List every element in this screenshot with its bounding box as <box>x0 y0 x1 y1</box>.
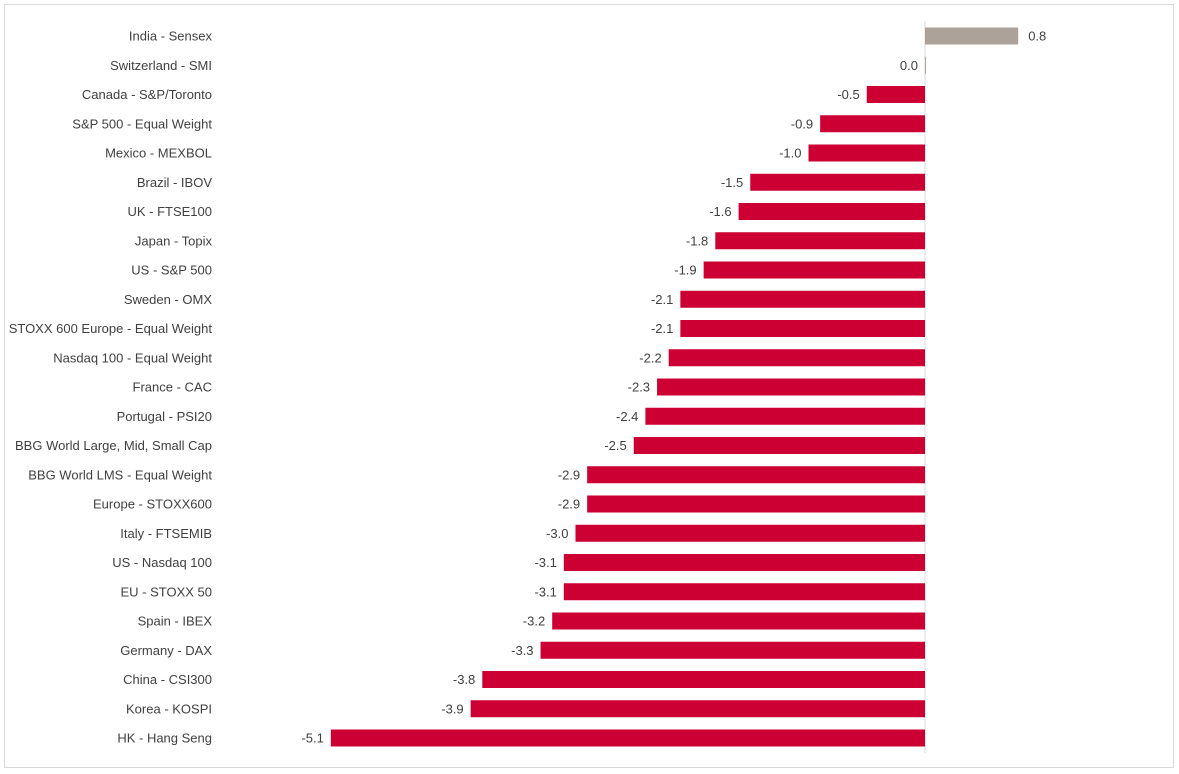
category-label: Italy - FTSEMIB <box>120 526 212 541</box>
category-label: STOXX 600 Europe - Equal Weight <box>9 321 213 336</box>
category-label: HK - Hang Seng <box>117 731 212 746</box>
value-label: -3.3 <box>511 643 533 658</box>
category-label: China - CSI300 <box>123 672 212 687</box>
category-label: Brazil - IBOV <box>137 175 212 190</box>
category-label: Nasdaq 100 - Equal Weight <box>53 350 212 365</box>
value-label: -2.9 <box>558 467 580 482</box>
bar <box>808 144 925 162</box>
category-label: Canada - S&P/Toronto <box>82 87 212 102</box>
category-label: India - Sensex <box>129 29 213 44</box>
bar <box>470 700 925 718</box>
value-label: -1.6 <box>709 204 731 219</box>
bar <box>330 729 926 747</box>
bar <box>668 349 925 367</box>
category-label: Mexico - MEXBOL <box>105 146 212 161</box>
value-label: -2.5 <box>604 438 626 453</box>
category-label: Portugal - PSI20 <box>117 409 212 424</box>
value-label: -3.1 <box>534 555 556 570</box>
category-label: UK - FTSE100 <box>127 204 212 219</box>
category-label: EU - STOXX 50 <box>120 584 212 599</box>
category-label: Korea - KOSPI <box>126 701 212 716</box>
value-label: -2.3 <box>628 380 650 395</box>
value-label: 0.0 <box>900 58 918 73</box>
value-label: -2.1 <box>651 292 673 307</box>
bar <box>680 290 925 308</box>
bar <box>575 524 925 542</box>
bar <box>738 203 925 220</box>
value-label: -3.1 <box>534 584 556 599</box>
category-label: Europe - STOXX600 <box>93 497 212 512</box>
value-label: -1.8 <box>686 233 708 248</box>
category-label: France - CAC <box>133 380 212 395</box>
bar <box>633 437 925 454</box>
value-label: -1.5 <box>721 175 743 190</box>
bar <box>552 612 925 630</box>
bar <box>680 320 925 337</box>
value-label: -3.8 <box>453 672 475 687</box>
bar <box>657 378 925 396</box>
value-label: -3.2 <box>523 614 545 629</box>
bar <box>482 671 925 688</box>
value-label: -2.2 <box>639 350 661 365</box>
value-label: 0.8 <box>1028 29 1046 44</box>
chart-frame: India - Sensex 0.8 Switzerland - SMI 0.0 Can… <box>4 4 1174 768</box>
bar <box>750 173 925 191</box>
bar <box>820 115 925 133</box>
category-label: BBG World Large, Mid, Small Cap <box>15 438 212 453</box>
value-label: -3.0 <box>546 526 568 541</box>
value-label: -1.0 <box>779 146 801 161</box>
bar <box>866 86 925 103</box>
value-label: -1.9 <box>674 263 696 278</box>
category-label: Switzerland - SMI <box>110 58 212 73</box>
value-label: -0.9 <box>791 116 813 131</box>
value-label: -5.1 <box>301 731 323 746</box>
value-label: -2.4 <box>616 409 638 424</box>
value-label: -3.9 <box>441 701 463 716</box>
category-label: Japan - Topix <box>135 233 213 248</box>
value-label: -2.9 <box>558 497 580 512</box>
bar <box>703 261 925 279</box>
category-label: US - Nasdaq 100 <box>112 555 212 570</box>
bar <box>587 495 925 513</box>
category-label: BBG World LMS - Equal Weight <box>28 467 212 482</box>
bar <box>715 232 925 250</box>
bar <box>540 641 925 659</box>
bar <box>645 407 925 425</box>
value-label: -0.5 <box>837 87 859 102</box>
bar <box>925 27 1019 45</box>
value-label: -2.1 <box>651 321 673 336</box>
bar <box>925 56 926 74</box>
bar <box>563 554 925 571</box>
bar <box>587 466 925 484</box>
category-label: S&P 500 - Equal Weight <box>72 116 212 131</box>
category-label: Spain - IBEX <box>138 614 213 629</box>
category-label: Germany - DAX <box>120 643 212 658</box>
bar <box>563 583 925 601</box>
category-label: Sweden - OMX <box>124 292 212 307</box>
category-label: US - S&P 500 <box>131 263 212 278</box>
bar-chart: India - Sensex 0.8 Switzerland - SMI 0.0 Can… <box>9 21 1046 753</box>
